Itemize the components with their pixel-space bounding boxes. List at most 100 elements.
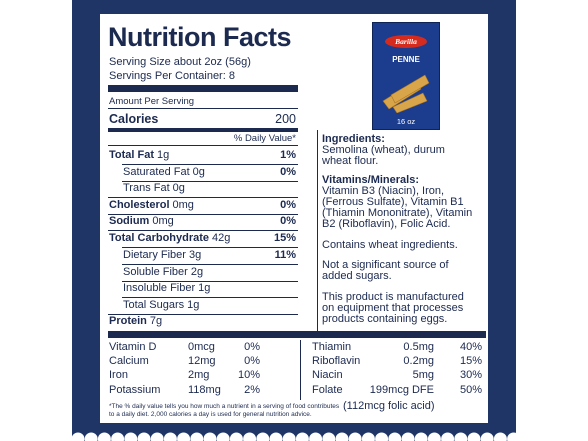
nutrient-label: Protein [109,315,147,327]
nutrient-label: Insoluble Fiber [123,282,196,294]
divider [108,108,298,109]
nutrient-amount: 2g [190,266,204,278]
nutrient-label: Total Carbohydrate [109,232,210,244]
vitamins-title: Vitamins/Minerals: [322,174,419,186]
micronutrient-amount: 5mg [412,369,434,381]
micronutrient-amount: 0.2mg [403,355,434,367]
micronutrient-daily-value: 50% [459,384,482,396]
nutrient-daily-value: 15% [273,232,296,244]
scallop [150,432,164,441]
ingredients-line: wheat flour. [322,155,379,167]
allergen-statement: Contains wheat ingredients. [322,239,458,251]
micronutrient-amount: 12mg [188,355,216,367]
nutrient-amount: 7g [149,315,163,327]
left-margin [0,0,72,441]
scallop [177,432,191,441]
scallop [216,432,230,441]
nutrient-amount: 0g [172,182,185,194]
folic-acid-note: (112mcg folic acid) [343,400,435,412]
scallop [480,432,494,441]
scallop [256,432,270,441]
scallop [111,432,125,441]
micronutrient-daily-value: 10% [237,369,260,381]
scallop [72,432,85,441]
nutrient-amount: 0mg [172,199,194,211]
facility-note: products containing eggs. [322,313,448,325]
nutrient-label: Soluble Fiber [123,266,188,278]
brand-logo: Barilla [385,35,427,48]
micronutrient-name: Iron [109,369,128,381]
divider [108,145,298,146]
micronutrient-daily-value: 0% [244,341,260,353]
sugar-note: added sugars. [322,270,392,282]
micronutrient-name: Folate [312,384,343,396]
micronutrient-amount: 0mcg [188,341,215,353]
micronutrient-daily-value: 15% [459,355,482,367]
scallop [493,432,507,441]
vitamins-line: Vitamin B3 (Niacin), Iron, [322,185,445,197]
scallop [243,432,257,441]
scallop [507,432,516,441]
vitamins-line: (Ferrous Sulfate), Vitamin B1 [322,196,464,208]
micronutrient-name: Calcium [109,355,149,367]
facility-note: on equipment that processes [322,302,464,314]
scallop [322,432,336,441]
facility-note: This product is manufactured [322,291,464,303]
footnote: *The % daily value tells you how much a … [109,403,340,410]
row-divider [122,164,298,165]
micronutrient-amount: 199mcg DFE [369,384,434,396]
daily-value-header: % Daily Value* [233,133,296,144]
micronutrient-name: Niacin [312,369,343,381]
scallop [348,432,362,441]
row-divider [122,297,298,298]
row-divider [108,214,298,215]
column-divider [300,340,301,400]
nutrient-amount: 1g [157,149,170,161]
scalloped-border [72,432,516,441]
row-divider [122,181,298,182]
micronutrient-amount: 2mg [188,369,210,381]
sugar-note: Not a significant source of [322,259,449,271]
scallop [163,432,177,441]
scallop [335,432,349,441]
scallop [309,432,323,441]
micronutrient-daily-value: 0% [244,355,260,367]
vitamins-line: (Thiamin Mononitrate), Vitamin [322,207,473,219]
nutrient-daily-value: 11% [274,249,296,261]
nutrient-daily-value: 0% [280,199,296,211]
scallop [441,432,455,441]
product-box-image: Barilla PENNE 16 oz [372,22,440,130]
row-divider [108,230,298,231]
scallop [124,432,138,441]
nutrient-amount: 42g [212,232,231,244]
nutrient-daily-value: 0% [280,215,296,227]
thick-divider [108,331,486,338]
row-divider [108,314,298,315]
servings-per-container: Servings Per Container: 8 [109,70,235,82]
nutrient-amount: 1g [198,282,211,294]
column-divider [317,130,318,332]
nutrient-label: Sodium [109,215,150,227]
scallop [414,432,428,441]
scallop [375,432,389,441]
serving-size: Serving Size about 2oz (56g) [109,56,251,68]
calories-label: Calories [109,112,159,126]
micronutrient-name: Potassium [109,384,161,396]
vitamins-line: B2 (Riboflavin), Folic Acid. [322,218,451,230]
row-divider [122,247,298,248]
nutrient-label: Total Sugars [123,299,185,311]
footnote: to a daily diet. 2,000 calories a day is… [109,411,312,418]
micronutrient-amount: 118mg [188,384,221,396]
row-divider [122,264,298,265]
micronutrient-daily-value: 40% [459,341,482,353]
micronutrient-name: Riboflavin [312,355,361,367]
nutrient-label: Saturated Fat [123,166,190,178]
nutrient-label: Cholesterol [109,199,170,211]
nutrition-facts-title: Nutrition Facts [108,22,292,52]
micronutrient-name: Thiamin [312,341,352,353]
scallop [97,432,111,441]
scallop [467,432,481,441]
micronutrient-amount: 0.5mg [403,341,434,353]
nutrient-amount: 0g [192,166,205,178]
scallop [203,432,217,441]
